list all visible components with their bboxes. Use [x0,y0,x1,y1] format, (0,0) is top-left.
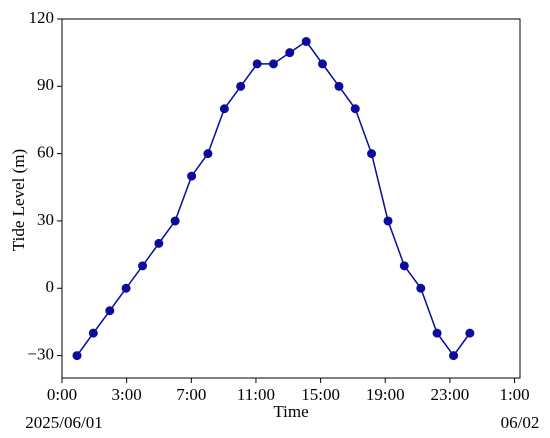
line [76,40,471,357]
point [72,351,82,361]
x-tick-label: 15:00 [301,385,340,404]
y-tick-label: 60 [37,143,54,162]
x-tick-label: 11:00 [237,385,275,404]
x-tick-label: 23:00 [431,385,470,404]
point [268,59,278,69]
date-annotation: 06/02 [501,413,540,432]
point [350,104,360,114]
x-tick-label: 1:00 [499,385,529,404]
point [203,149,213,159]
y-tick-label: 0 [46,277,55,296]
x-tick-label: 3:00 [112,385,142,404]
point [367,149,377,159]
point [154,238,164,248]
point [187,171,197,181]
point [170,216,180,226]
point [317,59,327,69]
y-tick-label: 30 [37,210,54,229]
point [236,81,246,91]
point [219,104,229,114]
date-annotation: 2025/06/01 [25,413,102,432]
x-tick-label: 0:00 [47,385,77,404]
plot-frame [61,18,521,379]
point [449,351,459,361]
point [334,81,344,91]
x-tick-label: 7:00 [176,385,206,404]
y-tick-label: 90 [37,75,54,94]
y-tick-label: 120 [29,8,55,27]
point [252,59,262,69]
point [88,328,98,338]
point [138,261,148,271]
y-axis-label: Tide Level (m) [9,149,28,251]
point [416,283,426,293]
x-tick-label: 19:00 [366,385,405,404]
point [121,283,131,293]
point [465,328,475,338]
point [383,216,393,226]
point [399,261,409,271]
x-axis-label: Time [273,402,308,421]
point [285,48,295,58]
y-tick-label: −30 [27,344,54,363]
point [432,328,442,338]
point [105,306,115,316]
point [301,36,311,46]
